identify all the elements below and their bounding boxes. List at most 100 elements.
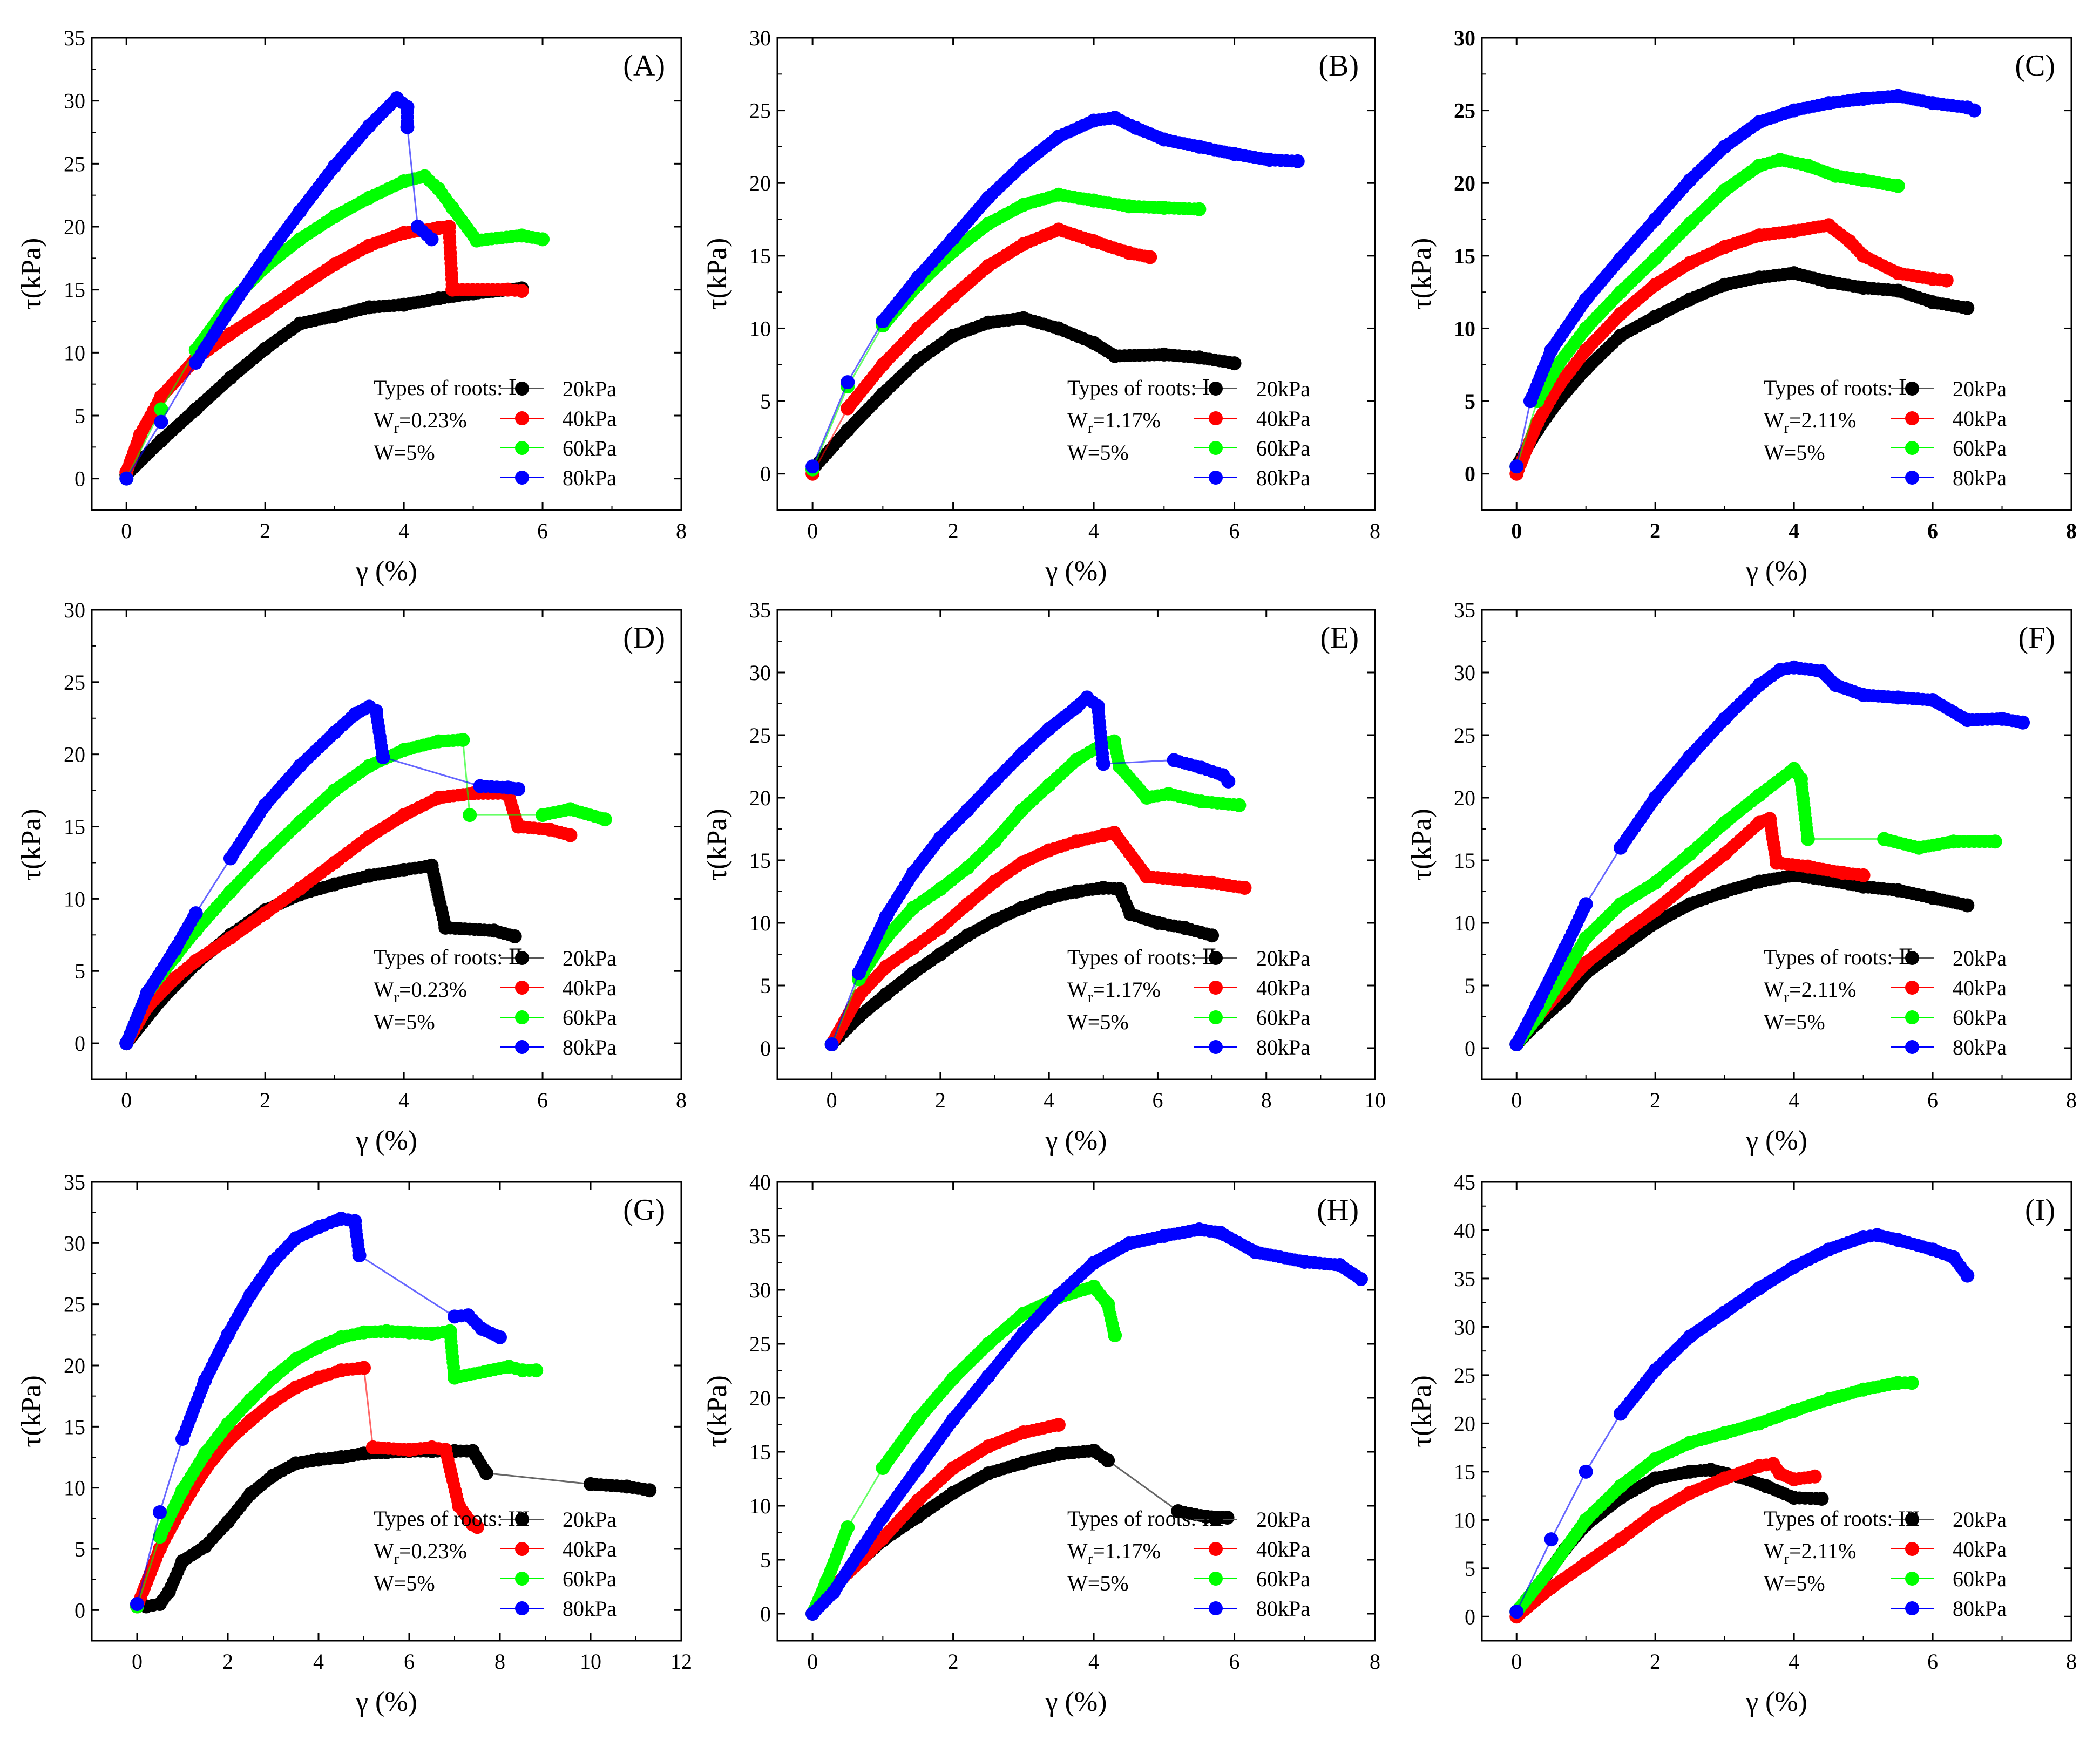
y-tick-label: 0 [760,1036,771,1061]
chart-panel-d: 0 2 4 6 8 0 5 10 15 20 25 30 γ (%) τ(kPa) (D) 20kPa 40kP… [16,598,687,1156]
legend-label: 20kPa [1953,1507,2007,1532]
legend-marker [1209,1601,1223,1615]
y-tick-label: 10 [64,887,85,911]
legend-label: 80kPa [1953,1596,2007,1621]
root-ratio-label: Wr=1.17% [1067,408,1161,437]
plot-frame [776,1181,1376,1642]
y-tick-label: 35 [749,1224,771,1248]
x-tick-label: 2 [948,1649,959,1674]
data-point [1143,250,1157,264]
legend-marker [1209,1542,1223,1556]
x-tick-label: 4 [398,519,409,543]
data-point [1891,179,1905,193]
y-tick-label: 5 [760,389,771,413]
root-ratio-label: Wr=0.23% [374,408,467,437]
legend-marker [515,1010,529,1024]
y-tick-label: 15 [1454,1460,1475,1484]
legend-title: Types of roots: Ⅰ [1764,376,1907,400]
x-tick-label: 2 [1650,1649,1661,1674]
y-tick-label: 30 [749,1278,771,1302]
x-axis-title: γ (%) [1045,556,1107,587]
chart-panel-i: 0 2 4 6 8 0 5 10 15 20 25 30 35 40 45 γ (%) τ(kPa) (I) 20k… [1406,1170,2077,1717]
plot-frame [776,37,1376,511]
data-point [1905,1376,1919,1390]
y-tick-label: 15 [1454,244,1475,268]
data-point [1800,832,1815,846]
series-line [125,739,606,1044]
legend-title: Types of roots: III [374,1506,530,1531]
x-tick-label: 2 [948,519,959,543]
chart-panel-h: 0 2 4 6 8 0 5 10 15 20 25 30 35 40 γ (%) τ(kPa) (H) 20kPa… [702,1170,1380,1717]
panel-label: (D) [623,621,665,655]
chart-panel-c: 0 2 4 6 8 0 5 10 15 20 25 30 γ (%) τ(kPa) (C) 20kPa 40kP… [1406,26,2077,587]
x-tick-label: 4 [1088,1649,1099,1674]
y-tick-label: 25 [64,152,85,176]
series-line [811,117,1298,467]
series-80kPa [824,690,1236,1052]
legend-marker [1905,1512,1919,1526]
root-ratio-label: Wr=2.11% [1764,977,1857,1006]
x-tick-label: 8 [494,1649,505,1674]
y-tick-label: 30 [64,89,85,113]
y-tick-label: 0 [74,1031,85,1056]
legend-marker [1209,1010,1223,1024]
y-tick-label: 5 [760,1548,771,1572]
x-tick-label: 6 [537,1088,548,1112]
data-point [529,1363,544,1378]
x-tick-label: 0 [827,1088,837,1112]
y-tick-label: 20 [1454,1411,1475,1436]
data-point [1967,103,1982,118]
y-tick-label: 20 [64,1354,85,1378]
data-point [507,929,522,943]
y-tick-label: 30 [64,1231,85,1255]
series-80kPa [1509,1228,1975,1619]
x-tick-label: 0 [121,1088,132,1112]
legend-label: 60kPa [1256,1567,1310,1591]
legend-label: 60kPa [1256,436,1310,460]
data-point [514,284,529,298]
legend-marker [1905,1572,1919,1586]
x-tick-label: 0 [132,1649,143,1674]
data-point [1220,1511,1235,1525]
y-tick-label: 25 [1454,723,1475,747]
panel-label: (I) [2025,1193,2055,1227]
y-tick-label: 30 [64,598,85,622]
legend-marker [1209,1040,1223,1054]
y-tick-label: 25 [1454,99,1475,123]
x-tick-label: 6 [1927,519,1938,543]
x-tick-label: 4 [398,1088,409,1112]
data-point [642,1483,657,1498]
data-point [1939,273,1954,288]
root-ratio-label: Wr=1.17% [1067,977,1161,1006]
plot-frame [1481,37,2072,511]
y-tick-label: 40 [1454,1218,1475,1242]
data-point [1988,834,2002,849]
legend-label: 60kPa [1953,1005,2007,1030]
panel-label: (G) [623,1193,665,1227]
data-point [1237,881,1252,895]
x-tick-label: 0 [121,519,132,543]
legend-label: 20kPa [563,377,617,401]
y-tick-label: 0 [760,462,771,486]
legend-marker [1905,441,1919,455]
series-60kPa [805,187,1207,477]
y-tick-label: 20 [749,171,771,195]
x-tick-label: 2 [222,1649,233,1674]
y-tick-label: 5 [74,1537,85,1561]
data-point [463,808,477,823]
y-tick-label: 10 [64,341,85,365]
legend-label: 40kPa [563,976,617,1000]
legend-marker [1209,382,1223,396]
data-point [376,750,390,765]
legend-marker [1209,951,1223,965]
data-point [1290,154,1305,168]
water-content-label: W=5% [1764,440,1825,465]
y-tick-label: 10 [64,1476,85,1500]
data-point [1232,798,1247,812]
y-tick-label: 0 [1465,462,1475,486]
legend-label: 40kPa [1256,1537,1310,1561]
y-tick-label: 20 [1454,171,1475,195]
legend-title: Types of roots: Ⅱ [374,945,523,969]
y-tick-label: 10 [1454,911,1475,935]
y-tick-label: 5 [74,404,85,428]
